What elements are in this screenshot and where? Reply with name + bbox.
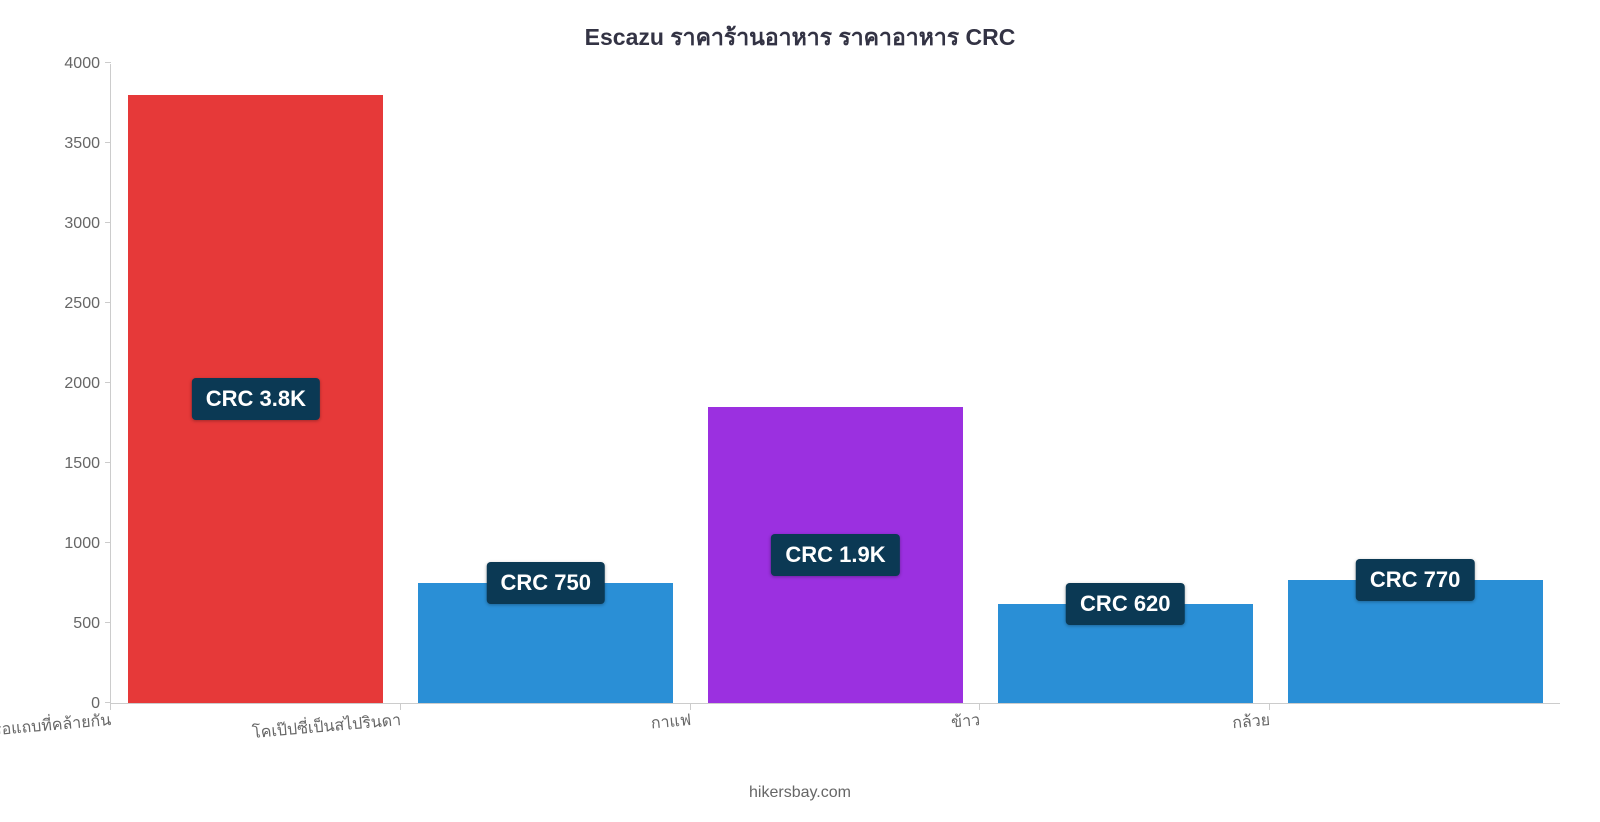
x-tick-mark [979,704,980,710]
plot-row: 05001000150020002500300035004000 CRC 3.8… [40,64,1560,704]
y-tick-mark [105,462,111,463]
x-tick-label: เบอร์เกอร์ Mac กษัตริย์หรือแถบที่คล้ายกั… [0,708,112,758]
y-tick-mark [105,382,111,383]
x-tick-mark [690,704,691,710]
y-axis: 05001000150020002500300035004000 [40,64,110,704]
plot-area: CRC 3.8K CRC 750 CRC 1.9K CRC 620 CRC 770 [110,64,1560,704]
y-tick-mark [105,302,111,303]
y-tick-mark [105,702,111,703]
y-tick-label: 2500 [64,295,100,313]
bar: CRC 3.8K [128,95,383,703]
y-tick-mark [105,222,111,223]
x-tick-mark [110,704,111,710]
y-tick-label: 3000 [64,215,100,233]
x-tick-mark [1269,704,1270,710]
y-tick-mark [105,62,111,63]
attribution-text: hikersbay.com [40,784,1560,802]
x-tick-label: ข้าว [951,708,982,735]
bar-value-label: CRC 770 [1356,559,1474,601]
bar: CRC 620 [998,604,1253,703]
x-axis: เบอร์เกอร์ Mac กษัตริย์หรือแถบที่คล้ายกั… [110,704,1560,754]
bar: CRC 770 [1288,580,1543,703]
y-tick-label: 500 [73,615,100,633]
bar-value-label: CRC 750 [486,562,604,604]
chart-title: Escazu ราคาร้านอาหาร ราคาอาหาร CRC [40,20,1560,56]
x-tick-label: กล้วย [1231,708,1271,736]
bar-value-label: CRC 1.9K [771,534,899,576]
y-tick-label: 2000 [64,375,100,393]
bar-value-label: CRC 3.8K [192,378,320,420]
price-bar-chart: Escazu ราคาร้านอาหาร ราคาอาหาร CRC 05001… [40,20,1560,802]
y-tick-mark [105,542,111,543]
y-tick-label: 1000 [64,535,100,553]
x-tick-label: กาแฟ [649,708,691,736]
bar-value-label: CRC 620 [1066,583,1184,625]
x-tick-mark [400,704,401,710]
y-tick-label: 3500 [64,135,100,153]
bar: CRC 750 [418,583,673,703]
x-tick-label: โคเป๊ปซี่เป็นสไปรินดา [251,708,402,746]
y-tick-label: 4000 [64,55,100,73]
bar: CRC 1.9K [708,407,963,703]
y-tick-label: 1500 [64,455,100,473]
y-tick-mark [105,622,111,623]
y-tick-mark [105,142,111,143]
